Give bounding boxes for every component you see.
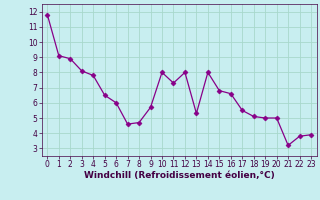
- X-axis label: Windchill (Refroidissement éolien,°C): Windchill (Refroidissement éolien,°C): [84, 171, 275, 180]
